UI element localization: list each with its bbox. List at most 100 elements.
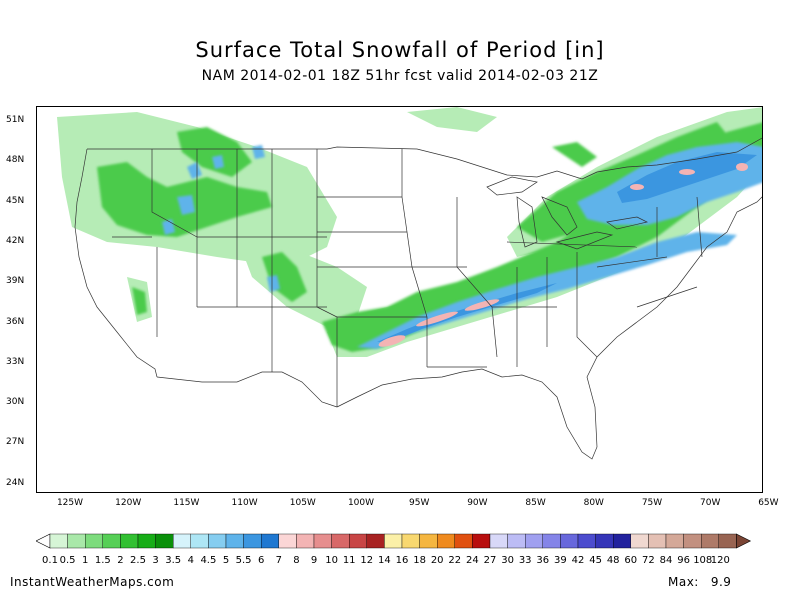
colorbar-cell [630, 533, 649, 549]
longitude-label: 95W [409, 498, 430, 508]
colorbar-label: 48 [606, 555, 620, 566]
colorbar-label: 16 [395, 555, 409, 566]
colorbar-cell [384, 533, 403, 549]
colorbar-cell [67, 533, 86, 549]
colorbar-label: 1 [82, 555, 89, 566]
colorbar-label: 24 [466, 555, 479, 566]
latitude-label: 24N [6, 477, 25, 488]
map-subtitle: NAM 2014-02-01 18Z 51hr fcst valid 2014-… [201, 68, 599, 84]
longitude-label: 80W [583, 498, 604, 508]
latitude-label: 33N [6, 356, 25, 367]
colorbar-cell [278, 533, 297, 549]
colorbar-cell [331, 533, 350, 549]
colorbar-label: 18 [413, 555, 426, 566]
colorbar-cell [560, 533, 579, 549]
colorbar-cell [49, 533, 68, 549]
snowfall-colorbar [36, 533, 752, 549]
colorbar-cell [225, 533, 244, 549]
colorbar-label: 42 [571, 555, 585, 566]
colorbar-over-arrow [736, 533, 752, 549]
snowfall-map [36, 106, 763, 493]
colorbar-cell [701, 533, 720, 549]
colorbar-label: 5 [222, 555, 230, 566]
colorbar-cell [313, 533, 332, 549]
colorbar-label: 4 [187, 555, 194, 566]
longitude-label: 100W [347, 498, 375, 508]
colorbar-label: 10 [325, 555, 338, 566]
longitude-label: 75W [641, 498, 663, 508]
colorbar-cell [401, 533, 420, 549]
colorbar-label: 27 [483, 555, 497, 566]
colorbar-label: 39 [554, 555, 567, 566]
longitude-label: 115W [173, 498, 200, 508]
longitude-label: 90W [467, 498, 488, 508]
colorbar-label: 14 [378, 555, 391, 566]
colorbar-cell [190, 533, 209, 549]
colorbar-cell [648, 533, 667, 549]
latitude-label: 48N [6, 155, 25, 166]
colorbar-cell [208, 533, 227, 549]
colorbar-label: 22 [448, 555, 462, 566]
colorbar-label: 72 [642, 555, 655, 566]
colorbar-label: 120 [710, 555, 730, 566]
colorbar-cell [613, 533, 632, 549]
longitude-label: 105W [289, 498, 316, 508]
colorbar-cell [120, 533, 139, 549]
latitude-label: 27N [6, 437, 25, 448]
latitude-label: 39N [6, 276, 25, 287]
max-value: 9.9 [710, 575, 732, 589]
latitude-label: 36N [6, 316, 25, 327]
colorbar-cell [718, 533, 737, 549]
colorbar-cell [260, 533, 279, 549]
longitude-label: 110W [231, 498, 258, 508]
colorbar-cell [243, 533, 262, 549]
colorbar-cell [349, 533, 368, 549]
colorbar-label: 5.5 [235, 555, 252, 566]
colorbar-label: 36 [536, 555, 550, 566]
colorbar-label: 20 [430, 555, 444, 566]
colorbar-cell [137, 533, 156, 549]
longitude-label: 65W [758, 498, 779, 508]
colorbar-cell [155, 533, 174, 549]
longitude-label: 70W [700, 498, 721, 508]
colorbar-cell [683, 533, 702, 549]
colorbar-label: 45 [589, 555, 602, 566]
colorbar-label: 9 [310, 555, 318, 566]
colorbar-label: 84 [659, 555, 673, 566]
colorbar-label: 60 [624, 555, 638, 566]
colorbar-label: 1.5 [94, 555, 111, 566]
colorbar-label: 96 [677, 555, 690, 566]
longitude-label: 125W [56, 498, 84, 508]
colorbar-cell [489, 533, 508, 549]
colorbar-label: 33 [518, 555, 532, 566]
snowfall-dark-blue [377, 152, 757, 342]
colorbar-label: 2 [117, 555, 124, 566]
colorbar-cell [366, 533, 385, 549]
snowfall-pink [378, 163, 748, 347]
latitude-label: 45N [6, 195, 25, 206]
colorbar-cell [85, 533, 104, 549]
colorbar-label: 3 [152, 555, 159, 566]
colorbar-cell [542, 533, 561, 549]
colorbar-cell [296, 533, 315, 549]
snowfall-map-svg [57, 107, 762, 460]
source-credit: InstantWeatherMaps.com [10, 575, 175, 589]
latitude-label: 30N [6, 397, 25, 408]
colorbar-cell [577, 533, 596, 549]
colorbar-label: 12 [360, 555, 374, 566]
colorbar-cell [595, 533, 614, 549]
colorbar-label: 30 [501, 555, 514, 566]
colorbar-label: 6 [258, 555, 265, 566]
map-title: Surface Total Snowfall of Period [in] [195, 38, 605, 62]
colorbar-cell [437, 533, 456, 549]
colorbar-label: 3.5 [165, 555, 182, 566]
colorbar-label: 4.5 [200, 555, 217, 566]
colorbar-cell [507, 533, 526, 549]
longitude-label: 85W [525, 498, 546, 508]
colorbar-cell [419, 533, 438, 549]
longitude-label: 120W [115, 498, 142, 508]
colorbar-label: 108 [693, 555, 713, 566]
latitude-label: 42N [6, 235, 25, 246]
colorbar-cell [665, 533, 684, 549]
colorbar-label: 0.1 [42, 555, 58, 566]
